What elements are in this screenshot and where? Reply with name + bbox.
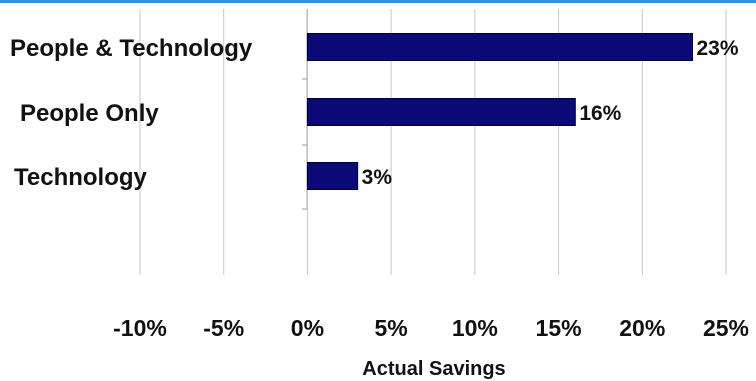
x-tick-label-3: 5%	[375, 315, 408, 341]
x-tick-labels: -10% -5% 0% 5% 10% 15% 20% 25%	[113, 315, 749, 341]
bar-chart: People & Technology People Only Technology…	[10, 9, 749, 380]
x-tick-label-1: -5%	[203, 315, 244, 341]
bars	[306, 33, 694, 190]
category-label-0: People & Technology	[10, 35, 253, 62]
x-axis-title: Actual Savings	[362, 358, 505, 380]
category-labels: People & Technology People Only Technology	[10, 35, 253, 191]
data-label-1: 16%	[579, 102, 621, 125]
x-tick-label-6: 20%	[619, 315, 665, 341]
data-label-0: 23%	[697, 37, 739, 60]
x-tick-label-7: 25%	[703, 315, 749, 341]
x-tick-label-0: -10%	[113, 315, 167, 341]
data-labels: 23% 16% 3%	[362, 37, 739, 189]
bar-2	[306, 162, 359, 190]
x-tick-label-4: 10%	[452, 315, 498, 341]
bar-1	[306, 98, 576, 126]
category-label-2: Technology	[14, 164, 148, 191]
x-tick-label-2: 0%	[291, 315, 324, 341]
bar-0	[306, 33, 694, 61]
data-label-2: 3%	[362, 166, 393, 189]
x-tick-label-5: 15%	[536, 315, 582, 341]
category-label-1: People Only	[20, 100, 159, 127]
